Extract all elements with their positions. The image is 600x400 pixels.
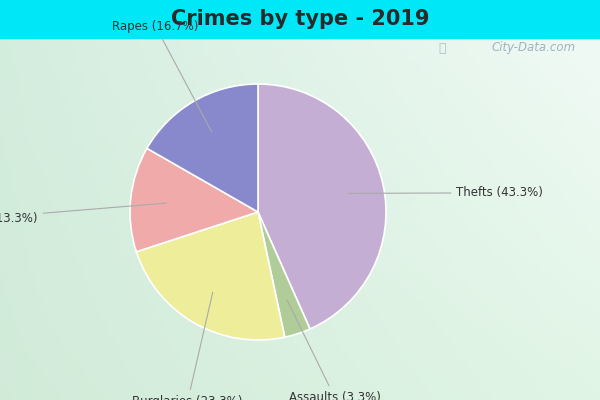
Text: City-Data.com: City-Data.com [492,42,576,54]
Text: Burglaries (23.3%): Burglaries (23.3%) [133,292,243,400]
Text: Crimes by type - 2019: Crimes by type - 2019 [171,9,429,29]
Wedge shape [147,84,258,212]
Text: Rapes (16.7%): Rapes (16.7%) [112,20,212,132]
Wedge shape [130,148,258,252]
Text: Auto thefts (13.3%): Auto thefts (13.3%) [0,203,166,225]
Bar [0,0,600,38]
Text: Thefts (43.3%): Thefts (43.3%) [349,186,543,199]
Wedge shape [258,212,310,337]
Wedge shape [136,212,285,340]
Text: ⓘ: ⓘ [438,42,445,54]
Text: Assaults (3.3%): Assaults (3.3%) [287,300,381,400]
Wedge shape [258,84,386,329]
